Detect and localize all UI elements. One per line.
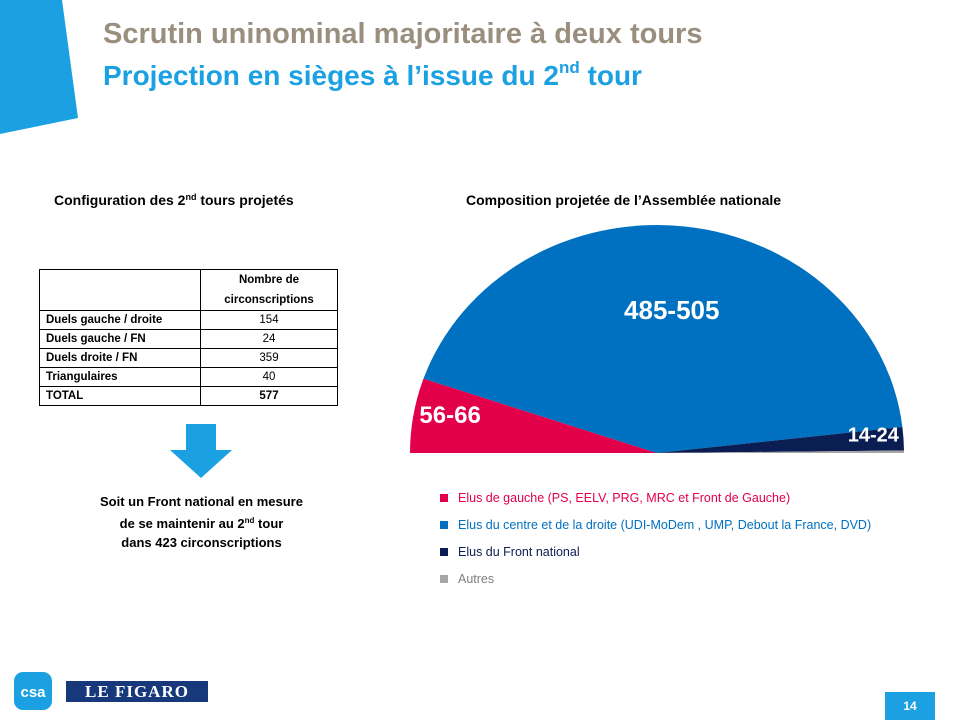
slice-label-1: 56-66	[419, 402, 480, 429]
table-total-row: TOTAL 577	[39, 386, 338, 406]
down-arrow-icon	[170, 424, 232, 478]
legend-item: Elus du Front national	[440, 538, 871, 565]
slice-label-4: 1-3	[848, 453, 867, 468]
table-row: Triangulaires 40	[39, 367, 338, 387]
slice-2	[423, 224, 903, 453]
legend-item: Autres	[440, 565, 871, 592]
legend-item: Elus du centre et de la droite (UDI-MoDe…	[440, 511, 871, 538]
slice-label-3: 14-24	[848, 424, 900, 446]
legend-label: Elus de gauche (PS, EELV, PRG, MRC et Fr…	[458, 490, 791, 505]
composition-title: Composition projetée de l’Assemblée nati…	[466, 192, 782, 208]
legend-label: Autres	[458, 571, 495, 586]
conclusion-text: Soit un Front national en mesure de se m…	[64, 492, 339, 552]
legend-swatch	[440, 547, 448, 556]
legend-item: Elus de gauche (PS, EELV, PRG, MRC et Fr…	[440, 484, 871, 511]
conclusion-line-1: Soit un Front national en mesure	[100, 494, 303, 509]
legend-swatch	[440, 493, 448, 502]
total-label: TOTAL	[39, 386, 201, 406]
slide-title: Scrutin uninominal majoritaire à deux to…	[103, 18, 703, 50]
slide-subtitle: Projection en sièges à l’issue du 2nd to…	[103, 58, 642, 91]
chart-legend: Elus de gauche (PS, EELV, PRG, MRC et Fr…	[440, 484, 871, 592]
conclusion-line-2: de se maintenir au 2nd tour	[119, 516, 284, 531]
slice-3	[657, 426, 904, 453]
le-figaro-logo: LE FIGARO	[66, 681, 208, 702]
csa-logo-text: csa	[20, 684, 46, 701]
corner-decoration	[0, 0, 78, 134]
total-value: 577	[200, 386, 338, 406]
slice-1	[410, 378, 657, 453]
configuration-table: Nombre de circonscriptions Duels gauche /…	[39, 269, 338, 406]
csa-logo: csa	[14, 672, 52, 710]
table-row: Duels gauche / FN 24	[39, 329, 338, 349]
conclusion-line-3: dans 423 circonscriptions	[121, 535, 282, 550]
row-label: Duels gauche / FN	[39, 329, 201, 349]
table-header-empty	[39, 269, 201, 311]
legend-swatch	[440, 520, 448, 529]
page-number: 14	[885, 692, 935, 720]
slice-4	[657, 450, 904, 453]
slice-label-2: 485-505	[624, 295, 719, 325]
legend-label: Elus du centre et de la droite (UDI-MoDe…	[458, 517, 872, 532]
legend-label: Elus du Front national	[458, 544, 580, 559]
row-value: 154	[200, 310, 338, 330]
configuration-title: Configuration des 2nd tours projetés	[54, 192, 294, 208]
legend-swatch	[440, 574, 448, 583]
